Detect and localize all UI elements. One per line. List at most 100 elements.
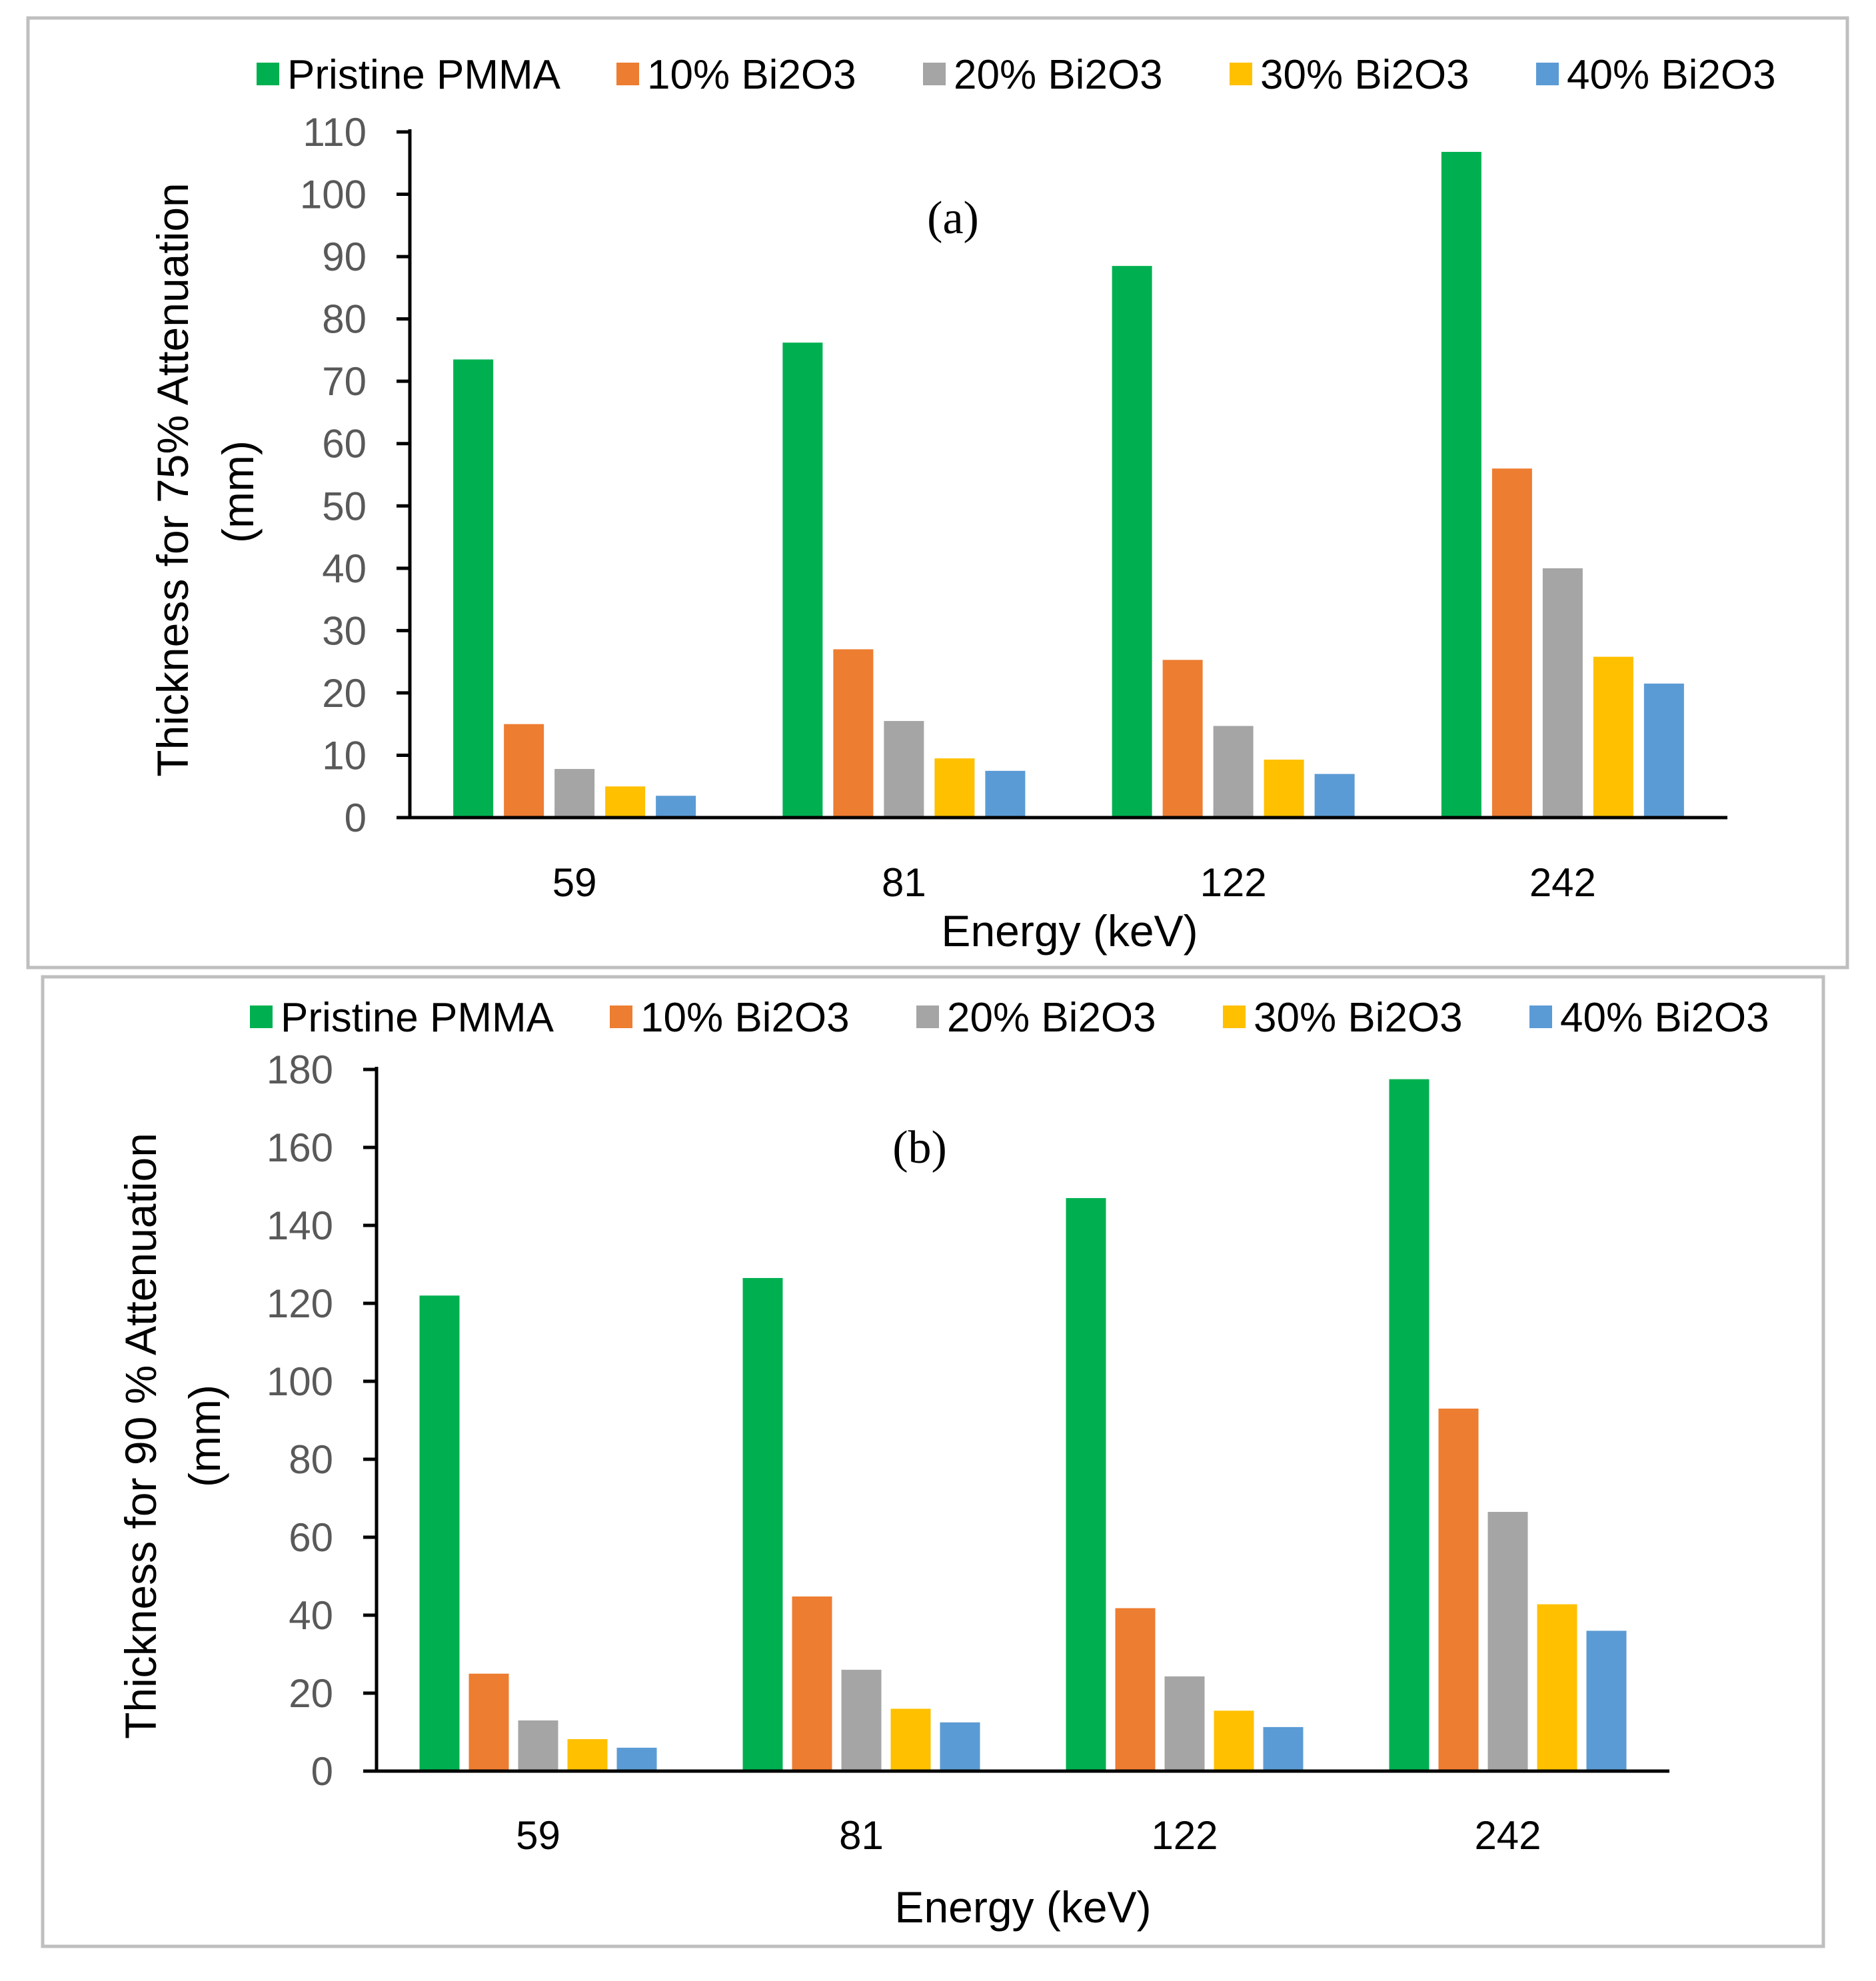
bar [1487,1511,1528,1771]
x-tick-label: 242 [1529,860,1596,905]
bar [554,769,595,818]
y-tick-label: 80 [322,297,367,342]
legend-label: 30% Bi2O3 [1254,995,1463,1041]
bar [616,1747,657,1771]
y-tick-label: 140 [267,1203,333,1248]
legend: Pristine PMMA 10% Bi2O3 20% Bi2O3 30% Bi2O3… [257,52,1776,98]
y-tick-label: 120 [267,1281,333,1326]
y-tick-label: 100 [300,173,367,217]
y-axis-title-unit: (mm) [213,440,263,543]
bar [1162,660,1203,818]
bar [1537,1604,1577,1771]
y-tick-label: 160 [267,1125,333,1170]
legend-label: 30% Bi2O3 [1260,52,1469,98]
legend: Pristine PMMA 10% Bi2O3 20% Bi2O3 30% Bi2O3… [250,995,1769,1041]
y-tick-label: 20 [322,671,367,716]
legend-swatch [1536,63,1559,85]
legend-item: 40% Bi2O3 [1529,995,1769,1041]
y-tick-label: 40 [322,546,367,591]
y-tick-labels: 0 20 40 60 80 100 120 140 160 180 [267,1047,333,1794]
bar [605,786,646,818]
bar [469,1673,509,1771]
x-tick-labels: 59 81 122 242 [552,860,1596,905]
x-tick-label: 59 [552,860,597,905]
bar [567,1739,608,1771]
x-tick-label: 81 [839,1813,884,1858]
y-tick-label: 70 [322,359,367,404]
bar [1214,1710,1254,1771]
bar [1389,1079,1429,1771]
legend-label: 20% Bi2O3 [947,995,1156,1041]
panel-label: (b) [892,1122,947,1173]
panel-frame [41,975,1825,1948]
x-axis-title: Energy (keV) [894,1882,1151,1932]
bar [1164,1676,1205,1771]
legend-label: 10% Bi2O3 [647,52,856,98]
panel-frame [26,16,1849,970]
bar [453,359,494,818]
bar [1112,266,1152,818]
bar [841,1669,882,1771]
bar [792,1596,832,1771]
legend-item: 10% Bi2O3 [616,52,856,98]
legend-swatch [1230,63,1252,85]
y-tick-label: 0 [311,1749,333,1794]
bar [1643,683,1684,818]
y-tick-label: 60 [289,1515,333,1560]
bar [1066,1198,1106,1771]
legend-label: 20% Bi2O3 [954,52,1163,98]
bars [419,1079,1627,1771]
bar [1438,1408,1479,1771]
legend-label: 40% Bi2O3 [1560,995,1769,1041]
x-tick-label: 122 [1151,1813,1218,1858]
legend-item: 20% Bi2O3 [916,995,1156,1041]
legend-swatch [923,63,946,85]
legend-item: 20% Bi2O3 [923,52,1163,98]
bar [782,342,823,818]
bar [1593,656,1633,818]
y-tick-label: 60 [322,422,367,466]
y-axis-title: Thickness for 75% Attenuation [148,183,197,777]
legend-item: 30% Bi2O3 [1230,52,1469,98]
y-tick-labels: 0 10 20 30 40 50 60 70 80 90 100 110 [300,110,367,840]
bars [453,151,1684,818]
bar [1264,760,1304,818]
legend-item: 10% Bi2O3 [610,995,850,1041]
legend-label: Pristine PMMA [281,995,554,1041]
bar [890,1708,931,1771]
x-tick-label: 59 [516,1813,560,1858]
legend-item: Pristine PMMA [250,995,554,1041]
legend-swatch [1223,1005,1246,1028]
y-tick-label: 100 [267,1359,333,1404]
chart-panel-b: Pristine PMMA 10% Bi2O3 20% Bi2O3 30% Bi2O3… [41,975,1825,1948]
x-tick-label: 122 [1200,860,1267,905]
legend-item: Pristine PMMA [257,52,561,98]
y-tick-label: 0 [345,796,367,840]
y-tick-label: 90 [322,235,367,279]
legend-label: 10% Bi2O3 [640,995,850,1041]
legend-label: Pristine PMMA [287,52,561,98]
axes [363,1067,1669,1773]
legend-label: 40% Bi2O3 [1567,52,1776,98]
y-axis-title-unit: (mm) [180,1385,229,1487]
legend-swatch [916,1005,939,1028]
bar [1491,468,1532,818]
bar [419,1295,460,1771]
bar [1213,726,1254,818]
y-tick-label: 110 [303,110,367,155]
axes [397,129,1727,820]
y-tick-label: 10 [322,733,367,778]
y-axis-title: Thickness for 90 % Attenuation [116,1133,165,1739]
bar [518,1720,558,1771]
legend-swatch [610,1005,632,1028]
bar [985,770,1026,818]
x-axis-title: Energy (keV) [941,906,1198,956]
chart-panel-a: Pristine PMMA 10% Bi2O3 20% Bi2O3 30% Bi2O3… [26,16,1849,970]
y-tick-label: 20 [289,1671,333,1716]
y-tick-label: 40 [289,1593,333,1638]
x-tick-label: 81 [882,860,926,905]
bar [656,796,696,818]
y-tick-label: 30 [322,608,367,653]
legend-item: 30% Bi2O3 [1223,995,1463,1041]
